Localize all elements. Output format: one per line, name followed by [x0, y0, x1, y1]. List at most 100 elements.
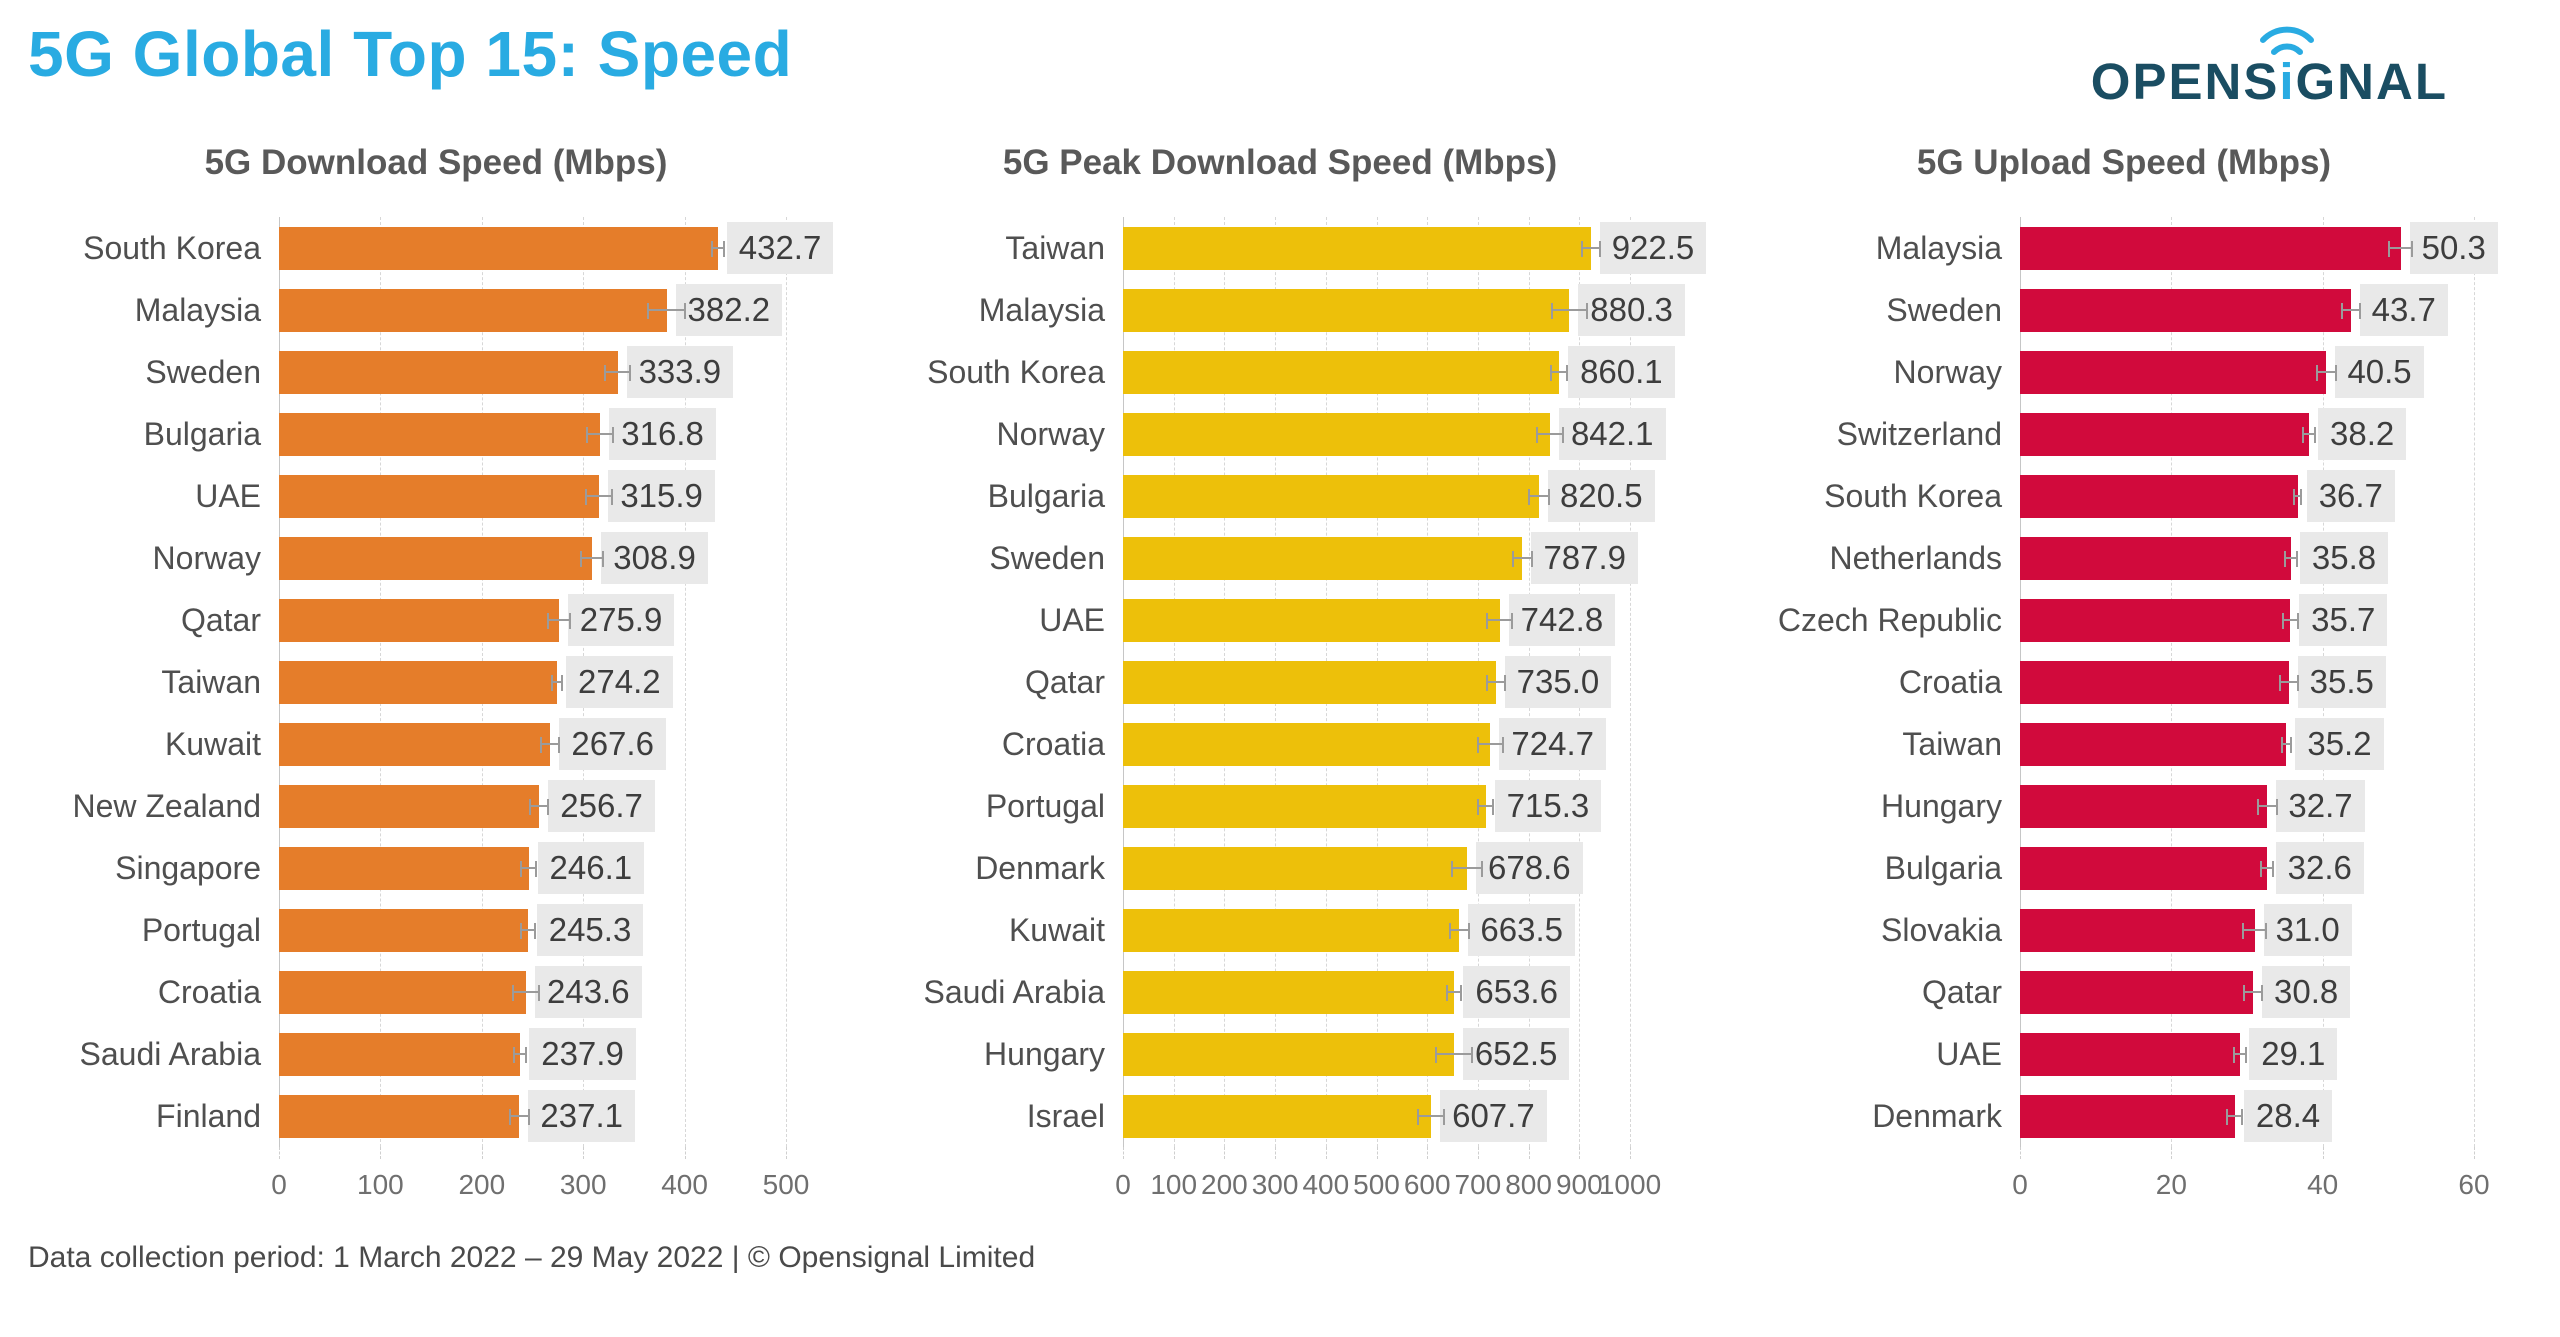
axis-tick-mark	[1325, 1147, 1327, 1159]
bar	[1123, 785, 1486, 828]
category-label: Malaysia	[978, 291, 1105, 328]
error-bar	[2301, 427, 2317, 443]
page-title: 5G Global Top 15: Speed	[28, 18, 793, 90]
bar-row: 922.5	[1123, 217, 1707, 279]
bar	[2020, 909, 2255, 952]
bar	[2020, 1095, 2235, 1138]
error-bar	[2242, 985, 2264, 1001]
chart-plot-area: Malaysia 50.3 Sweden 43.7 Norway 40.5 Switzerl…	[1702, 217, 2546, 1147]
axis-tick-mark	[2474, 1147, 2475, 1159]
value-label: 35.7	[2299, 594, 2388, 646]
axis-tick-label: 800	[1505, 1169, 1552, 1200]
value-label: 32.7	[2276, 780, 2365, 832]
category-label: Portugal	[141, 911, 261, 948]
category-label: Qatar	[1921, 973, 2002, 1010]
error-bar	[710, 241, 725, 257]
bar	[279, 909, 528, 952]
bar	[1123, 289, 1570, 332]
error-bar	[1485, 613, 1514, 629]
bar-row: 38.2	[2020, 403, 2474, 465]
error-bar	[1512, 551, 1533, 567]
category-label: Sweden	[145, 353, 261, 390]
bar-row: 28.4	[2020, 1085, 2474, 1147]
axis-tick-mark	[1275, 1147, 1277, 1159]
axis-tick-label: 60	[2458, 1169, 2490, 1200]
value-label: 246.1	[537, 842, 645, 894]
value-label: 742.8	[1508, 594, 1616, 646]
axis-tick-mark	[1427, 1147, 1429, 1159]
value-label: 820.5	[1547, 470, 1655, 522]
charts-row: 5G Download Speed (Mbps) South Korea 432.…	[0, 117, 2560, 1211]
error-bar	[1476, 737, 1505, 753]
error-bar	[2233, 1047, 2248, 1063]
bar-row: 382.2	[279, 279, 786, 341]
axis-tick-label: 0	[271, 1169, 287, 1200]
axis-tick-mark	[684, 1147, 686, 1159]
bar-row: 40.5	[2020, 341, 2474, 403]
axis-tick-label: 100	[1150, 1169, 1198, 1200]
gridline	[684, 217, 686, 1147]
axis-tick-mark	[279, 1147, 280, 1159]
error-bar	[1449, 923, 1470, 939]
category-label: South Korea	[83, 229, 261, 266]
bar	[279, 723, 551, 766]
error-bar	[2280, 737, 2292, 753]
bar-row: 43.7	[2020, 279, 2474, 341]
bar-row: 880.3	[1123, 279, 1685, 341]
bar	[2020, 289, 2351, 332]
bar-row: 237.9	[279, 1023, 786, 1085]
category-label: South Korea	[1824, 477, 2002, 514]
error-bar	[1417, 1109, 1446, 1125]
category-label: Saudi Arabia	[923, 973, 1105, 1010]
bar	[1123, 909, 1460, 952]
value-label: 35.2	[2295, 718, 2384, 770]
x-axis-scale: 0 20 40 60	[2012, 1147, 2490, 1211]
error-bar	[1446, 985, 1463, 1001]
bar-row: 267.6	[279, 713, 786, 775]
bar-row: 787.9	[1123, 527, 1639, 589]
chart-title: 5G Upload Speed (Mbps)	[1916, 143, 2332, 182]
category-label: Sweden	[989, 539, 1105, 576]
value-label: 787.9	[1531, 532, 1639, 584]
bar	[2020, 351, 2327, 394]
error-bar	[2340, 303, 2361, 319]
value-label: 652.5	[1462, 1028, 1570, 1080]
bar-row: 653.6	[1123, 961, 1630, 1023]
error-bar	[550, 675, 564, 691]
category-label: UAE	[195, 477, 261, 514]
bar-row: 274.2	[279, 651, 786, 713]
bar-row: 32.6	[2020, 837, 2474, 899]
opensignal-logo: OPENS i GNAL	[2091, 26, 2448, 111]
value-label: 432.7	[726, 222, 834, 274]
bar-row: 243.6	[279, 961, 786, 1023]
error-bar	[1549, 365, 1569, 381]
value-label: 36.7	[2306, 470, 2395, 522]
error-bar	[604, 365, 632, 381]
value-label: 275.9	[567, 594, 675, 646]
category-label: Portugal	[985, 787, 1105, 824]
category-label: Slovakia	[1881, 911, 2002, 948]
value-label: 40.5	[2335, 346, 2424, 398]
category-label: UAE	[1936, 1035, 2002, 1072]
axis-tick-label: 700	[1454, 1169, 1502, 1200]
x-axis-scale: 0 100 200 300 400 500 600 700 800 900 1000	[1115, 1147, 1661, 1211]
value-label: 243.6	[535, 966, 642, 1018]
category-label: UAE	[1039, 601, 1105, 638]
value-label: 267.6	[559, 718, 666, 770]
value-label: 315.9	[608, 470, 715, 522]
value-label: 653.6	[1463, 966, 1570, 1018]
bar-row: 256.7	[279, 775, 786, 837]
category-label: Croatia	[1898, 663, 2002, 700]
bar-row: 678.6	[1123, 837, 1630, 899]
bar	[279, 475, 600, 518]
axis-tick-mark	[380, 1147, 382, 1159]
bar	[279, 847, 529, 890]
value-label: 256.7	[548, 780, 655, 832]
error-bar	[513, 1047, 528, 1063]
category-label: Denmark	[975, 849, 1105, 886]
error-bar	[585, 489, 614, 505]
error-bar	[1477, 799, 1495, 815]
error-bar	[2257, 799, 2278, 815]
gridline	[1630, 217, 1631, 1147]
